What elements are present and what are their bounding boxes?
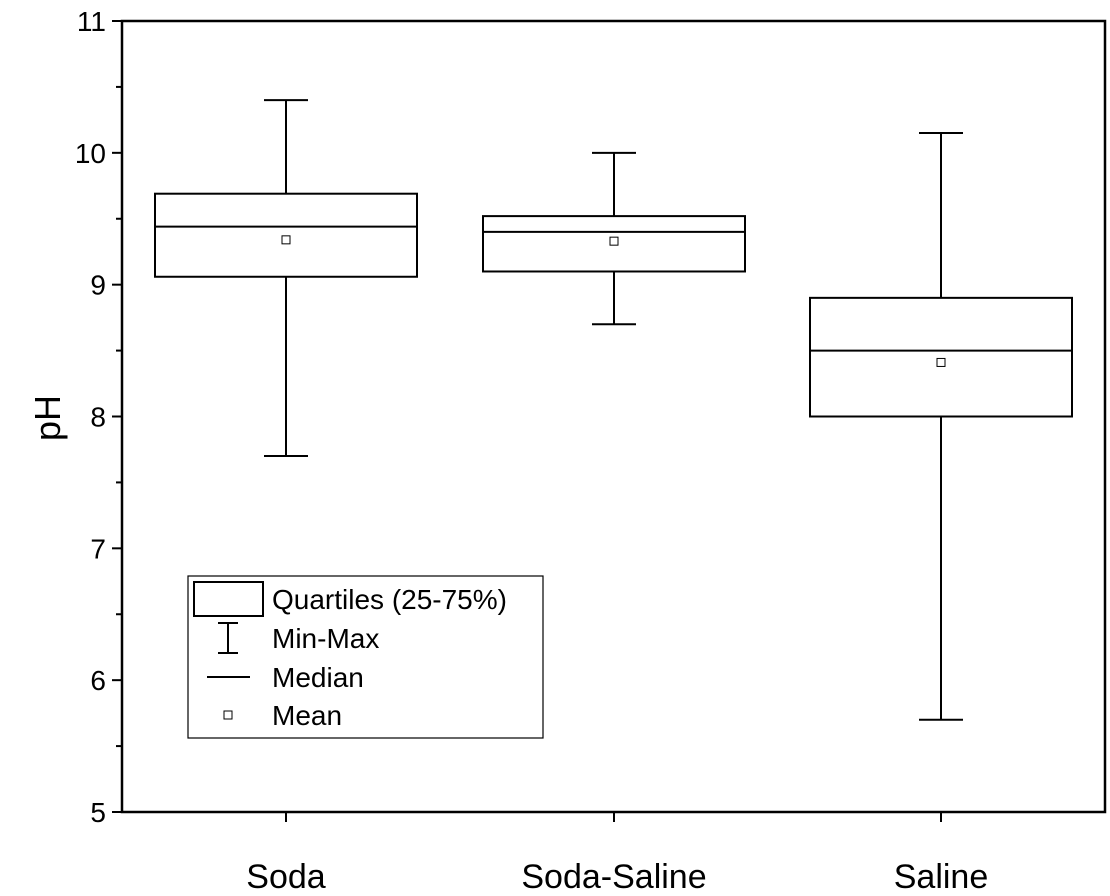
legend-median-label: Median: [272, 662, 364, 693]
box-group-saline: [809, 132, 1073, 721]
plot-frame: [120, 19, 1107, 814]
x-axis-ticks: Soda Soda-Saline Saline: [246, 812, 988, 896]
y-tick-label: 5: [90, 797, 106, 828]
legend-quartiles-symbol: [193, 581, 264, 617]
x-category-label: Soda-Saline: [521, 858, 706, 896]
y-tick-label: 9: [90, 270, 106, 301]
legend-min-max-symbol: [218, 622, 238, 654]
legend-mean-label: Mean: [272, 700, 342, 731]
legend-quartiles-label: Quartiles (25-75%): [272, 584, 507, 615]
quartile-box: [154, 192, 418, 278]
legend-mean-symbol: [223, 710, 233, 720]
box-series: [154, 99, 1073, 721]
y-axis-ticks: 5 6 7 8 9 10 11: [75, 6, 122, 828]
x-category-label: Soda: [246, 858, 325, 896]
mean-marker: [609, 236, 619, 246]
box-group-soda-saline: [482, 151, 746, 326]
quartile-box: [809, 296, 1073, 418]
mean-marker: [281, 235, 291, 245]
y-tick-label: 11: [77, 6, 106, 37]
legend: Quartiles (25-75%) Min-Max Median Mean: [187, 575, 544, 739]
y-tick-label: 10: [75, 138, 106, 169]
x-category-label: Saline: [894, 858, 989, 896]
y-tick-label: 8: [90, 402, 106, 433]
y-tick-label: 7: [90, 533, 106, 564]
y-axis-title: pH: [27, 395, 68, 441]
box-group-soda: [154, 99, 418, 458]
y-tick-label: 6: [90, 665, 106, 696]
mean-marker: [936, 357, 946, 367]
legend-min-max-label: Min-Max: [272, 623, 379, 654]
